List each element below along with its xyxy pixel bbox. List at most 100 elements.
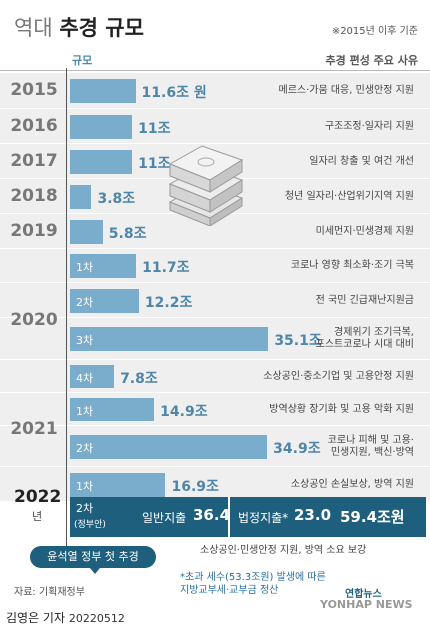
reason-text: 소상공인 손실보상, 방역 지원: [291, 479, 414, 491]
value-label: 14.9조: [160, 403, 208, 420]
bar-2018: [70, 184, 92, 209]
bar-2021-1차: [70, 398, 155, 421]
split-divider: [228, 497, 230, 537]
bar-2016: [70, 114, 133, 139]
chart-axis: [66, 68, 67, 550]
reason-line: 구조조정·일자리 지원: [324, 120, 414, 132]
page-title: 역대 추경 규모: [14, 16, 144, 40]
bar-2020-1차: [70, 254, 137, 278]
value-label: 11.6조 원: [141, 85, 207, 101]
reason-line: 코로나 영향 최소화·조기 극복: [290, 260, 414, 271]
year-label-2017: 2017: [10, 150, 58, 171]
general-spending-label: 일반지출: [142, 511, 187, 525]
value-label: 7.8조: [120, 370, 158, 387]
row-separator: [0, 359, 430, 360]
reason-text: 경제위기 조기극복, 포스트코로나 시대 대비: [316, 327, 414, 351]
reasons-header: 추경 편성 주요 사유: [325, 54, 418, 67]
reason-line: 경제위기 조기극복,: [334, 327, 414, 338]
reason-line: 방역상황 장기화 및 고용 악화 지원: [269, 403, 414, 415]
reason-text: 메르스·가뭄 대응, 민생안정 지원: [279, 85, 415, 97]
value-label: 34.9조: [273, 440, 321, 457]
value-label: 16.9조: [171, 478, 219, 495]
agency-logo: 연합뉴스: [345, 589, 382, 600]
gov-reason: 소상공인·민생안정 지원, 방역 소요 보강: [200, 545, 367, 556]
first-budget-badge: 윤석열 정부 첫 추경: [30, 546, 156, 568]
value-label: 11조: [138, 120, 171, 137]
total-value: 59.4조원: [340, 508, 405, 526]
row-separator: [0, 425, 430, 426]
reason-line: 소상공인·중소기업 및 고용안정 지원: [263, 370, 414, 382]
reason-line: 일자리 창출 및 여건 개선: [309, 155, 414, 167]
value-label: 12.2조: [144, 294, 193, 311]
reason-text: 소상공인·중소기업 및 고용안정 지원: [263, 371, 414, 383]
year-suffix: 년: [32, 510, 43, 523]
bar-2020-4차: [70, 365, 115, 388]
reason-line: 민생지원, 백신·방역: [330, 446, 414, 458]
row-separator: [0, 282, 430, 283]
gov-round-note: (정부안): [74, 520, 106, 530]
round-label: 1차: [76, 479, 94, 493]
row-separator: [0, 392, 430, 393]
agency-watermark: YONHAP NEWS: [320, 598, 413, 611]
statutory-spending-label: 법정지출*: [238, 511, 289, 525]
byline-date: 20220512: [68, 612, 125, 625]
round-label: 2차: [76, 441, 94, 455]
value-label: 5.8조: [108, 225, 147, 242]
round-label: 1차: [76, 404, 94, 418]
reason-line: 소상공인 손실보상, 방역 지원: [290, 478, 414, 490]
government-proposal-row: 2차 (정부안) 일반지출 36.4 법정지출* 23.0 59.4조원: [70, 497, 426, 537]
source: 자료: 기획재정부: [14, 587, 85, 598]
row-separator: [0, 466, 430, 467]
footnote: *초과 세수(53.3조원) 발생에 따른 지방교부세·교부금 정산: [180, 571, 326, 597]
reason-line: 청년 일자리·산업위기지역 지원: [284, 190, 414, 202]
row-separator: [0, 143, 430, 144]
round-label: 4차: [76, 371, 94, 385]
money-stack-icon: [168, 145, 244, 226]
bar-2019: [70, 219, 103, 244]
year-label-2022: 2022: [14, 487, 62, 507]
reason-text: 일자리 창출 및 여건 개선: [309, 156, 414, 168]
baseline-note: ※2015년 이후 기준: [331, 26, 418, 37]
reason-line: 미세먼지·민생경제 지원: [315, 225, 414, 237]
reason-text: 코로나 피해 및 고용· 민생지원, 백신·방역: [328, 435, 414, 459]
statutory-spending-value: 23.0: [294, 506, 332, 524]
year-label-2015: 2015: [10, 80, 58, 100]
reason-text: 미세먼지·민생경제 지원: [316, 226, 414, 238]
bar-2022-1차: [70, 472, 166, 497]
year-label-2018: 2018: [10, 185, 58, 206]
reporter-name: 김영은 기자: [6, 611, 66, 625]
reason-line: 포스트코로나 시대 대비: [315, 339, 414, 350]
bar-2021-2차: [70, 434, 268, 459]
row-separator: [0, 248, 430, 249]
value-label: 35.1조: [274, 333, 322, 349]
bar-2017: [70, 149, 133, 174]
year-label-2016: 2016: [10, 115, 58, 136]
badge-pointer: [90, 568, 100, 574]
gov-round-label: 2차: [76, 502, 94, 515]
reason-text: 전 국민 긴급재난지원금: [316, 295, 414, 307]
footnote-line-1: *초과 세수(53.3조원) 발생에 따른: [180, 572, 326, 583]
reason-text: 청년 일자리·산업위기지역 지원: [285, 191, 414, 203]
footnote-line-2: 지방교부세·교부금 정산: [180, 585, 279, 596]
value-label: 11조: [138, 155, 171, 172]
year-label-2020: 2020: [10, 310, 58, 330]
header-divider: [0, 70, 430, 71]
row-separator: [0, 108, 430, 109]
row-separator: [0, 317, 430, 318]
year-label-2019: 2019: [10, 220, 58, 241]
year-label-2021: 2021: [10, 419, 58, 439]
bar-2020-2차: [70, 288, 139, 313]
byline: 김영은 기자 20220512: [6, 609, 125, 626]
value-label: 11.7조: [142, 260, 190, 276]
reason-text: 방역상황 장기화 및 고용 악화 지원: [269, 404, 414, 416]
reason-text: 구조조정·일자리 지원: [325, 121, 414, 133]
reason-line: 전 국민 긴급재난지원금: [315, 294, 414, 306]
bar-2015: [70, 79, 136, 103]
round-label: 2차: [76, 295, 94, 309]
round-label: 3차: [76, 334, 94, 347]
reason-line: 메르스·가뭄 대응, 민생안정 지원: [278, 85, 415, 96]
scale-header: 규모: [72, 54, 93, 67]
bar-2020-3차: [70, 327, 269, 351]
reason-line: 코로나 피해 및 고용·: [327, 434, 414, 446]
value-label: 3.8조: [97, 190, 136, 207]
